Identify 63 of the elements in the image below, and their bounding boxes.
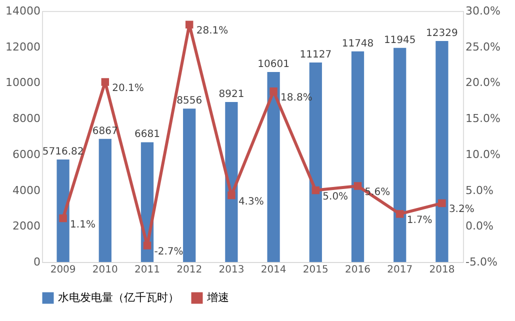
point [354, 182, 362, 190]
point [228, 191, 236, 200]
y-tick-label: 8000 [12, 112, 40, 126]
bar [183, 108, 196, 262]
x-tick-label: 2009 [50, 264, 76, 276]
point [101, 78, 110, 86]
x-tick-label: 2010 [92, 264, 118, 276]
y2-tick-label: 30.0% [466, 4, 500, 18]
x-tick-label: 2011 [134, 264, 160, 276]
data-label: 10601 [258, 58, 290, 70]
point [438, 199, 446, 208]
y-tick-label: 0 [34, 256, 40, 268]
point [143, 242, 152, 250]
point [59, 214, 67, 222]
point [396, 210, 404, 218]
data-label: 6681 [134, 129, 160, 140]
bar [267, 72, 280, 262]
x-tick-label: 2013 [218, 264, 244, 276]
data-label: 8921 [218, 89, 244, 100]
y2-tick-label: 25.0% [466, 40, 500, 54]
bar [56, 160, 70, 262]
y-tick-label: 14000 [6, 4, 40, 18]
data-label: 28.1% [196, 26, 228, 37]
data-label: 11945 [384, 34, 416, 46]
bar [351, 51, 364, 262]
bar [394, 48, 406, 262]
x-tick-label: 2016 [345, 264, 370, 276]
bar [225, 102, 238, 262]
y2-tick-label: -5.0% [466, 256, 498, 268]
data-label: 1.1% [70, 219, 96, 230]
point [270, 87, 278, 96]
y-tick-label: 2000 [12, 220, 40, 233]
x-tick-label: 2014 [260, 264, 286, 276]
data-label: 6867 [92, 126, 118, 137]
data-label: 5.0% [322, 191, 348, 202]
y2-tick-label: 20.0% [466, 76, 500, 90]
point [312, 186, 320, 194]
y2-tick-label: 10.0% [466, 148, 500, 161]
data-label: 8556 [176, 96, 202, 107]
data-label: 11127 [300, 50, 332, 61]
y-tick-label: 4000 [12, 184, 40, 197]
data-label: 3.2% [448, 204, 474, 216]
bar [436, 40, 448, 262]
legend-label: 增速 [206, 291, 229, 304]
x-tick-label: 2018 [429, 264, 455, 276]
y2-tick-label: 15.0% [466, 112, 500, 126]
y2-tick-label: 0.0% [466, 220, 494, 233]
bar [98, 138, 112, 262]
data-label: 4.3% [238, 196, 264, 208]
y-tick-label: 6000 [12, 148, 40, 161]
legend-label: 水电发电量（亿千瓦时） [58, 291, 179, 304]
data-label: -2.7% [154, 246, 184, 258]
data-label: 1.7% [406, 214, 432, 226]
y2-tick-label: 5.0% [466, 184, 494, 197]
x-tick-label: 2015 [302, 264, 328, 276]
y-tick-label: 12000 [6, 40, 40, 54]
x-tick-label: 2017 [387, 264, 413, 276]
data-label: 20.1% [112, 82, 144, 94]
x-tick-label: 2012 [176, 264, 202, 276]
y-tick-label: 10000 [6, 76, 40, 90]
data-label: 11748 [342, 38, 374, 50]
point [185, 20, 194, 28]
data-label: 12329 [426, 28, 458, 39]
